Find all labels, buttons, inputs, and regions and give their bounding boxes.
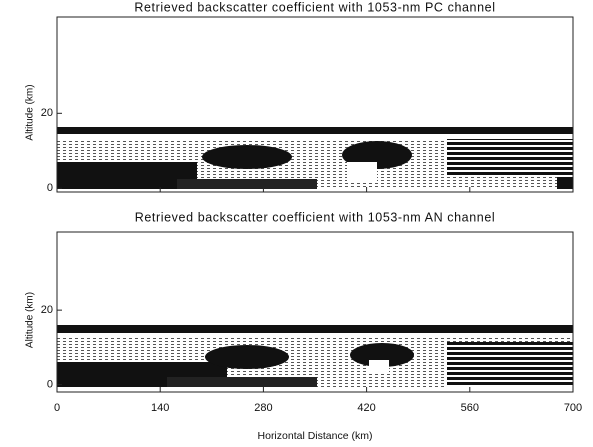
x-axis-label: Horizontal Distance (km) — [258, 430, 373, 442]
y-tick-label: 0 — [47, 378, 53, 390]
y-tick-label: 0 — [47, 182, 53, 194]
x-tick-label: 700 — [564, 402, 582, 414]
backscatter-image — [57, 325, 573, 387]
y-axis-label: Altitude (km) — [25, 292, 36, 348]
x-tick-label: 0 — [54, 402, 60, 414]
y-tick-label: 20 — [41, 304, 53, 316]
chart-title: Retrieved backscatter coefficient with 1… — [135, 210, 496, 224]
chart-title: Retrieved backscatter coefficient with 1… — [134, 0, 495, 14]
x-tick-label: 140 — [151, 402, 169, 414]
x-tick-label: 560 — [461, 402, 479, 414]
y-axis-label: Altitude (km) — [25, 84, 36, 140]
x-tick-label: 280 — [254, 402, 272, 414]
plot-frame — [56, 231, 574, 393]
x-tick-label: 420 — [357, 402, 375, 414]
y-tick-label: 20 — [41, 107, 53, 119]
backscatter-image — [57, 127, 573, 189]
plot-frame — [56, 16, 574, 193]
